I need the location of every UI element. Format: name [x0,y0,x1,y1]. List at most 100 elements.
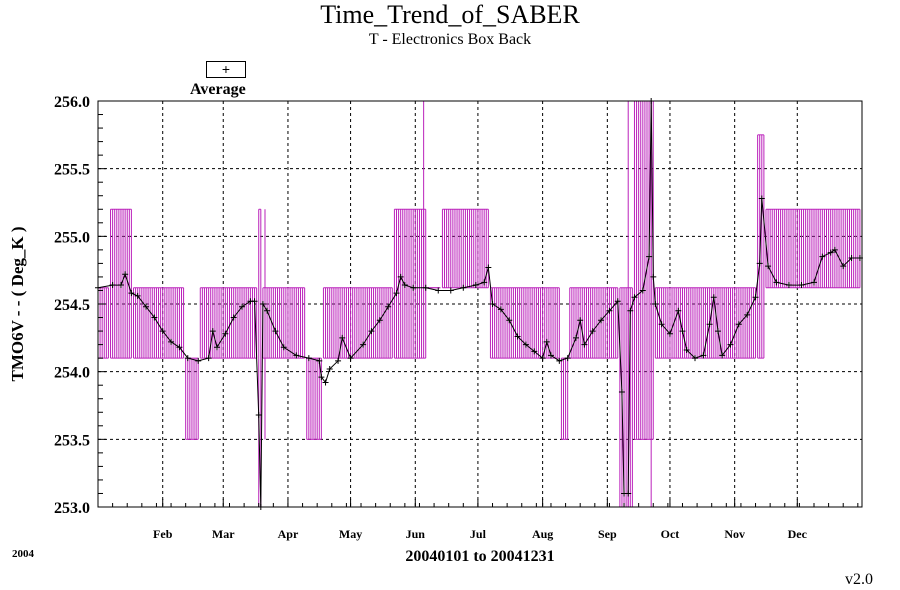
x-tick-labels: Feb Mar Apr May Jun Jul Aug Sep Oct Nov Dec [153,527,808,541]
x-tick-label: Feb [153,527,173,541]
average-point [606,307,613,314]
average-point [827,249,834,256]
x-tick-label: Dec [788,527,808,541]
average-point [539,355,546,362]
average-point [259,301,266,307]
axis-ticks [97,100,859,508]
average-point [627,307,634,314]
average-point [368,328,375,335]
average-point [543,338,550,345]
y-tick-label: 255.5 [54,162,90,179]
average-point [765,263,772,270]
average-point [143,303,150,310]
average-point [485,264,492,271]
legend-label: Average [190,81,246,98]
average-point [128,290,135,297]
average-point [393,290,400,297]
average-point [410,284,417,291]
average-point [700,352,707,359]
average-point [489,301,496,307]
year-label: 2004 [12,548,34,560]
average-point [573,334,580,341]
plot-frame [97,100,863,508]
average-point [222,330,229,337]
legend-symbol: + [206,61,246,78]
average-point [293,352,300,359]
x-tick-label: Nov [724,527,745,541]
average-point [727,341,734,348]
average-point [339,334,346,341]
x-tick-label: Jul [470,527,487,541]
y-tick-label: 254.0 [54,365,90,382]
average-point [522,341,529,348]
y-tick-label: 255.0 [54,229,90,246]
chart-subtitle: T - Electronics Box Back [368,31,532,48]
average-point [360,341,367,348]
average-point [581,341,588,348]
average-point [577,317,584,324]
average-point [556,357,563,364]
x-axis-label: 20040101 to 20041231 [405,548,555,565]
average-series [95,98,863,510]
average-point [564,355,571,362]
average-point [840,263,847,270]
average-point [710,294,717,301]
average-point [239,303,246,310]
average-point [316,357,323,364]
average-point [435,287,442,294]
average-point [514,333,521,340]
average-point [422,284,429,291]
average-point [213,344,220,351]
average-point [714,328,721,335]
average-point [472,282,479,289]
x-tick-label: Mar [212,527,235,541]
average-point [658,321,665,328]
average-point [719,352,726,359]
average-point [401,282,408,289]
average-point [531,348,538,355]
grid-lines [98,101,862,507]
y-tick-labels: 253.0 253.5 254.0 254.5 255.0 255.5 256.0 [54,94,90,517]
average-point [385,303,392,310]
average-point [347,355,354,362]
average-point [230,314,237,321]
average-point [819,253,826,260]
average-point [184,355,191,362]
average-point [151,314,158,321]
average-point [397,273,404,280]
y-tick-label: 253.0 [54,500,90,517]
version-label: v2.0 [845,571,873,588]
average-point [744,311,751,318]
range-bars-series [97,100,861,508]
average-point [679,328,686,335]
average-point [264,307,271,314]
average-point [209,328,216,335]
average-point [639,287,646,294]
y-tick-label: 253.5 [54,432,90,449]
average-point [618,388,625,395]
average-point [631,294,638,301]
average-point [255,411,262,418]
average-point [735,321,742,328]
average-point [625,490,632,497]
average-point [168,338,175,345]
average-point [547,352,554,359]
average-point [117,282,124,289]
average-point [326,365,333,372]
average-point [272,328,279,335]
average-point [195,357,202,364]
average-point [752,294,759,301]
average-point [460,284,467,291]
x-tick-label: Jun [406,527,426,541]
average-point [447,287,454,294]
average-point [675,307,682,314]
average-point [785,282,792,289]
average-point [134,292,141,299]
average-point [652,301,659,307]
average-point [773,279,780,286]
average-point [848,254,855,261]
chart-title: Time_Trend_of_SABER [320,0,580,29]
average-point [205,355,212,362]
y-tick-label: 256.0 [54,94,90,111]
